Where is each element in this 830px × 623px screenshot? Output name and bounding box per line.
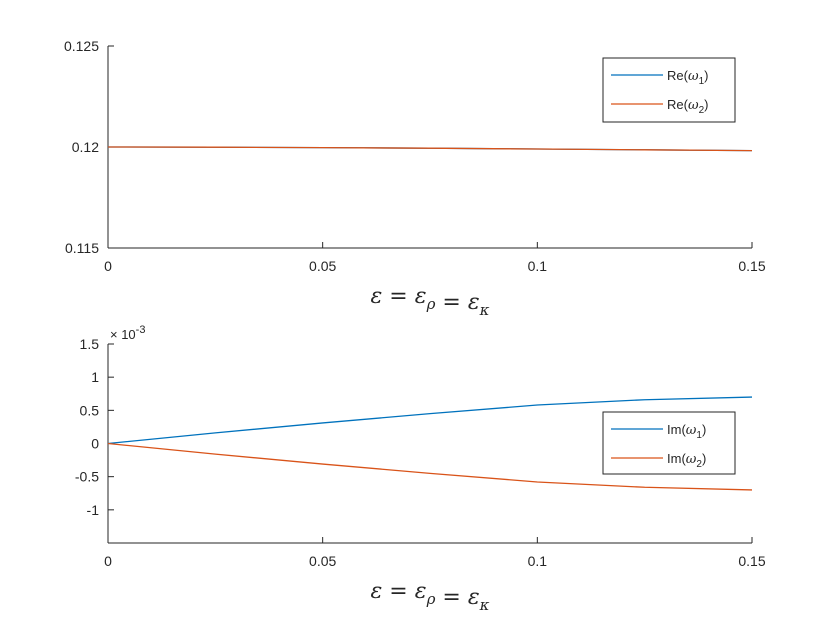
chart-1: 0 0.05 0.1 0.15 0.115 0.12 0.125 ε = ερ = εκ Re(… xyxy=(64,38,766,319)
legend-entry: Re(ω2) xyxy=(667,97,708,116)
legend-entry: Re(ω1) xyxy=(667,68,708,87)
legend-entry: Im(ω2) xyxy=(667,451,706,470)
legend-box xyxy=(602,57,736,123)
y-tick-label: -0.5 xyxy=(75,469,99,485)
x-tick-label: 0 xyxy=(104,258,112,274)
x-axis-label: ε = ερ = εκ xyxy=(371,284,490,319)
x-tick-label: 0 xyxy=(104,553,112,569)
y-tick-label: 0 xyxy=(91,436,99,452)
y-exponent-label: × 10-3 xyxy=(110,324,145,342)
legend: Im(ω1) Im(ω2) xyxy=(602,411,736,475)
x-tick-label: 0.15 xyxy=(738,553,765,569)
y-tick-label: 0.115 xyxy=(65,240,99,256)
series-line-2 xyxy=(107,442,753,491)
y-tick-label: 1.5 xyxy=(80,336,100,352)
series-line-2 xyxy=(107,146,753,152)
legend: Re(ω1) Re(ω2) xyxy=(602,57,736,123)
legend-entry: Im(ω1) xyxy=(667,422,706,441)
x-tick-label: 0.1 xyxy=(528,258,548,274)
y-tick-label: 0.5 xyxy=(80,402,100,418)
y-tick-label: 0.125 xyxy=(64,38,99,54)
series-line-1 xyxy=(107,396,753,445)
chart-2: 0 0.05 0.1 0.15 -1 -0.5 0 0.5 1 1.5 × 10-3 ε = ερ =… xyxy=(75,324,766,614)
x-tick-label: 0.1 xyxy=(528,553,548,569)
x-axis-label: ε = ερ = εκ xyxy=(371,579,490,614)
y-tick-label: 1 xyxy=(91,369,99,385)
x-tick-label: 0.05 xyxy=(309,258,336,274)
x-tick-label: 0.15 xyxy=(738,258,765,274)
y-tick-label: 0.12 xyxy=(72,139,99,155)
x-tick-label: 0.05 xyxy=(309,553,336,569)
legend-box xyxy=(602,411,736,475)
y-tick-label: -1 xyxy=(87,502,100,518)
